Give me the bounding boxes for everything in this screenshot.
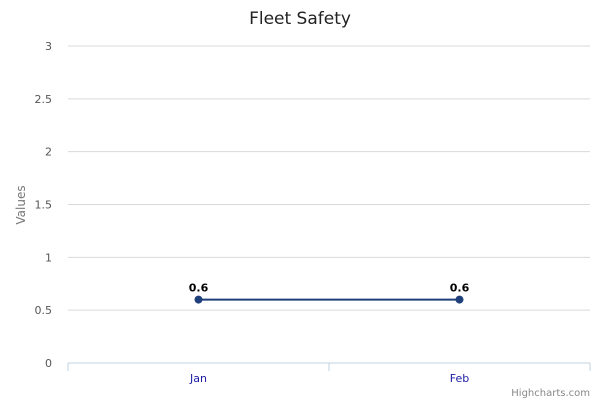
data-label: 0.6	[450, 282, 470, 295]
chart-title: Fleet Safety	[249, 9, 351, 29]
x-tick-label: Feb	[450, 372, 469, 385]
y-tick-label: 3	[45, 40, 52, 53]
y-tick-label: 2	[45, 146, 52, 159]
y-tick-label: 0	[45, 357, 52, 370]
y-tick-label: 1	[45, 251, 52, 264]
y-tick-label: 1.5	[35, 199, 53, 212]
data-point[interactable]	[194, 295, 203, 304]
y-tick-label: 2.5	[35, 93, 53, 106]
data-labels: 0.6 0.6	[189, 282, 470, 295]
x-tick-label: Jan	[189, 372, 207, 385]
y-tick-label: 0.5	[35, 304, 53, 317]
data-label: 0.6	[189, 282, 209, 295]
series	[194, 295, 464, 304]
x-axis: Jan Feb	[67, 362, 591, 385]
y-axis-label: Values	[14, 185, 28, 224]
credits-link[interactable]: Highcharts.com	[511, 388, 590, 399]
grid-lines	[68, 45, 590, 311]
data-point[interactable]	[455, 295, 464, 304]
y-axis-ticks: 0 0.5 1 1.5 2 2.5 3	[35, 40, 53, 370]
